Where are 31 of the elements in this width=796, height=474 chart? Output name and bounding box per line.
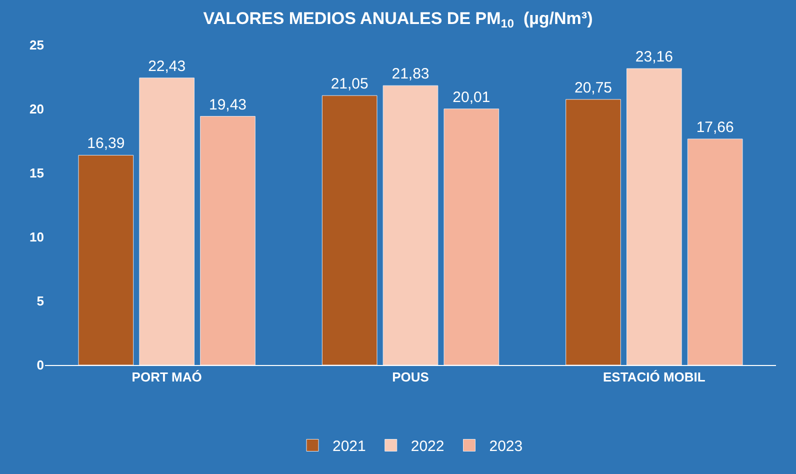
bar <box>566 99 621 365</box>
legend-label: 2021 <box>332 438 366 456</box>
legend-label: 2022 <box>410 438 444 456</box>
y-tick-label: 25 <box>30 38 44 53</box>
data-label: 19,43 <box>208 96 247 114</box>
data-label: 20,01 <box>452 88 490 106</box>
y-tick-label: 0 <box>36 358 44 373</box>
x-tick-label: PORT MAÓ <box>132 370 202 385</box>
chart-title: VALORES MEDIOS ANUALES DE PM$_{10}$ (µg/Nm³) <box>203 8 593 30</box>
bar <box>626 68 682 365</box>
y-tick-label: 10 <box>30 230 44 245</box>
y-tick-label: 20 <box>30 102 44 117</box>
y-tick-label: 15 <box>30 166 44 181</box>
bar <box>687 138 743 365</box>
data-label: 23,16 <box>635 48 673 66</box>
x-tick-label: ESTACIÓ MOBIL <box>603 370 706 385</box>
x-tick-label: POUS <box>392 370 430 385</box>
bar <box>444 108 500 365</box>
data-label: 20,75 <box>574 79 612 96</box>
data-label: 16,39 <box>87 135 125 152</box>
y-tick-label: 5 <box>36 294 44 309</box>
bar <box>139 78 194 365</box>
data-label: 21,83 <box>392 66 430 83</box>
legend-label: 2023 <box>489 438 523 456</box>
bar <box>78 154 134 365</box>
data-label: 21,05 <box>330 76 368 93</box>
data-label: 22,43 <box>148 58 186 75</box>
data-label: 17,66 <box>696 118 734 136</box>
bar <box>200 116 256 365</box>
bar <box>382 85 438 365</box>
bar <box>322 95 378 365</box>
